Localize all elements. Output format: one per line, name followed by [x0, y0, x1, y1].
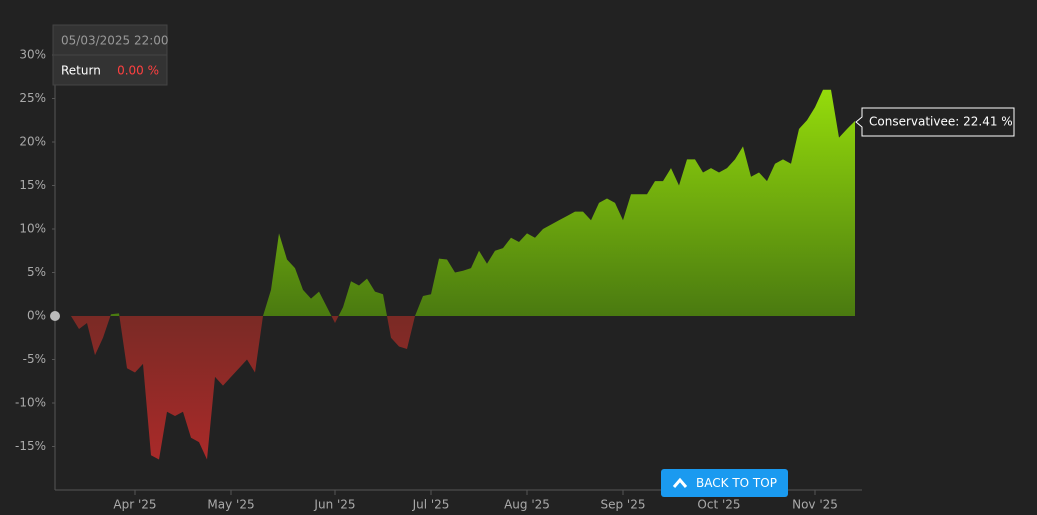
area [55, 89, 855, 460]
back-to-top-button[interactable]: BACK TO TOP [661, 469, 788, 497]
y-tick-label: 15% [19, 178, 46, 192]
hover-marker [50, 311, 60, 321]
y-tick-label: 20% [19, 135, 46, 149]
x-tick-label: Apr '25 [113, 498, 156, 512]
x-tick-label: Aug '25 [504, 498, 550, 512]
y-tick-label: 0% [27, 309, 46, 323]
chevron-icon [672, 477, 688, 488]
y-tick-label: 5% [27, 265, 46, 279]
tooltip-date: 05/03/2025 22:00 [61, 34, 169, 48]
x-tick-label: Jun '25 [313, 498, 355, 512]
tooltip-label: Return [61, 64, 101, 78]
back-to-top-label: BACK TO TOP [696, 476, 777, 490]
x-tick-label: Jul '25 [412, 498, 450, 512]
y-tick-label: -15% [15, 439, 46, 453]
x-tick-label: Oct '25 [697, 498, 740, 512]
end-tooltip: Conservativee: 22.41 % [855, 107, 1015, 137]
x-tick-label: Nov '25 [792, 498, 838, 512]
end-tooltip-text: Conservativee: 22.41 % [869, 115, 1013, 129]
y-tick-label: 25% [19, 91, 46, 105]
y-tick-label: -5% [23, 352, 46, 366]
end-tooltip-box [855, 107, 1015, 137]
x-tick-label: May '25 [207, 498, 254, 512]
y-tick-label: -10% [15, 396, 46, 410]
hover-tooltip: 05/03/2025 22:00 Return 0.00 % [52, 24, 169, 86]
tooltip-value: 0.00 % [117, 64, 159, 78]
x-tick-label: Sep '25 [601, 498, 646, 512]
y-tick-label: 10% [19, 222, 46, 236]
y-tick-label: 30% [19, 48, 46, 62]
